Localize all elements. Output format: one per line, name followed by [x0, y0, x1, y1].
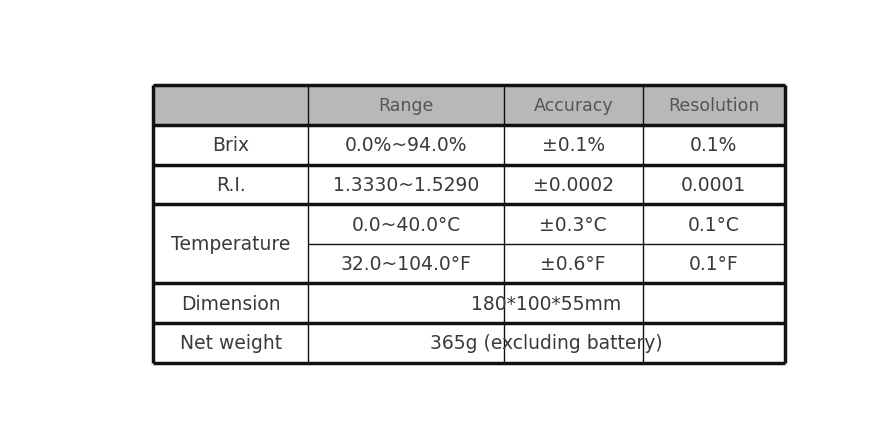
- Text: 1.3330~1.5290: 1.3330~1.5290: [333, 176, 478, 194]
- Text: 0.1°F: 0.1°F: [688, 254, 738, 274]
- Text: Brix: Brix: [212, 136, 249, 155]
- Text: Accuracy: Accuracy: [533, 97, 612, 115]
- Text: 0.0%~94.0%: 0.0%~94.0%: [344, 136, 467, 155]
- Text: 0.0001: 0.0001: [680, 176, 746, 194]
- Text: Range: Range: [378, 97, 434, 115]
- Text: 32.0~104.0°F: 32.0~104.0°F: [340, 254, 471, 274]
- Text: 0.0~40.0°C: 0.0~40.0°C: [351, 215, 460, 234]
- Text: Temperature: Temperature: [171, 235, 291, 254]
- Text: 365g (excluding battery): 365g (excluding battery): [430, 334, 662, 353]
- Text: Dimension: Dimension: [181, 294, 281, 313]
- Text: 0.1°C: 0.1°C: [687, 215, 738, 234]
- Text: 180*100*55mm: 180*100*55mm: [471, 294, 620, 313]
- Bar: [154, 86, 784, 126]
- Text: Resolution: Resolution: [667, 97, 758, 115]
- Text: R.I.: R.I.: [215, 176, 246, 194]
- Text: 0.1%: 0.1%: [689, 136, 737, 155]
- Text: ±0.6°F: ±0.6°F: [540, 254, 605, 274]
- Text: ±0.1%: ±0.1%: [541, 136, 604, 155]
- Text: ±0.3°C: ±0.3°C: [539, 215, 606, 234]
- Text: Net weight: Net weight: [180, 334, 282, 353]
- Text: ±0.0002: ±0.0002: [532, 176, 613, 194]
